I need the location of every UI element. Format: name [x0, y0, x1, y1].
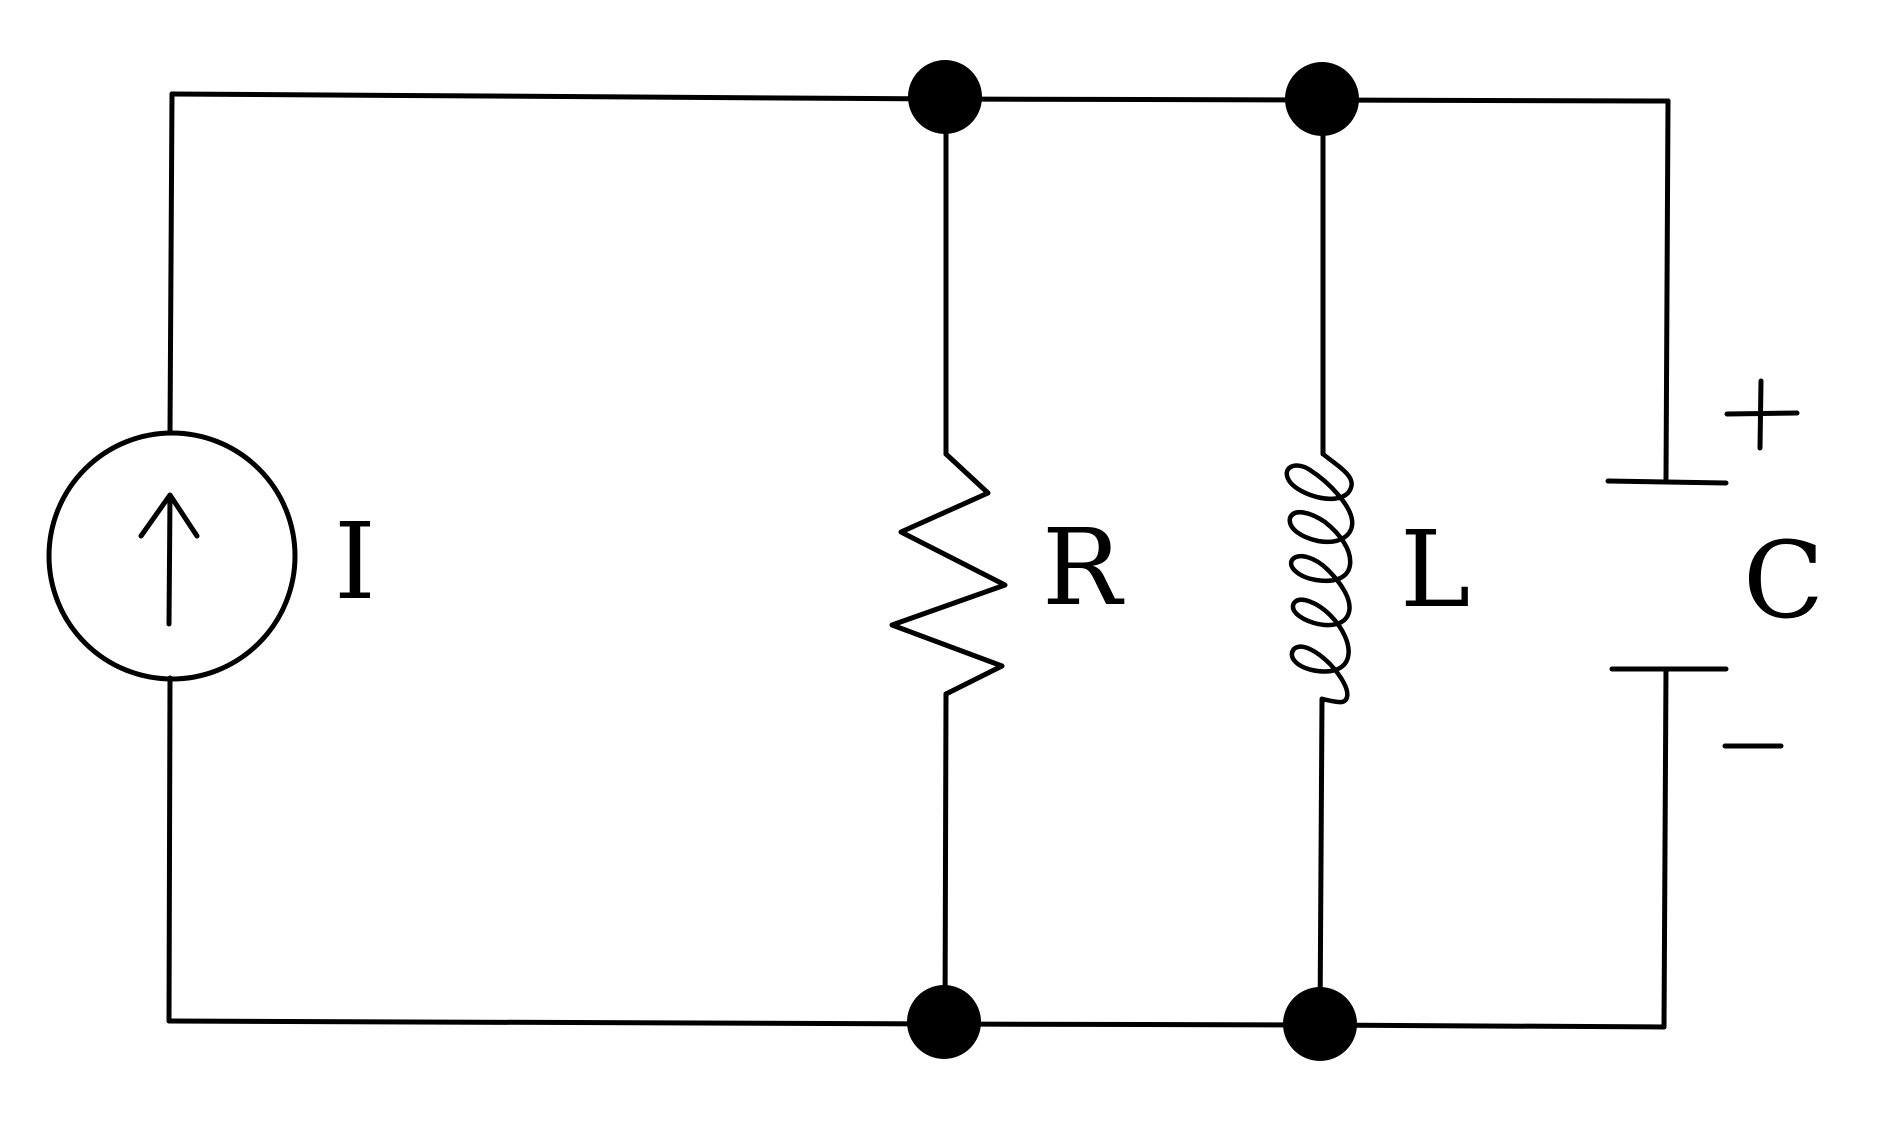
current-source — [46, 430, 298, 682]
plus-sign — [1724, 378, 1800, 451]
node-top-inductor — [1285, 62, 1359, 136]
label-current-source: I — [334, 500, 376, 623]
wire-capacitor-upper — [1663, 98, 1671, 484]
current-source-circle — [46, 430, 298, 682]
wire-inductor-lower — [1317, 696, 1325, 1028]
wire-bottom — [166, 1018, 1667, 1030]
resistor-zigzag — [889, 451, 1008, 697]
label-capacitor: C — [1743, 519, 1824, 642]
wire-capacitor-lower — [1661, 666, 1669, 1030]
node-bottom-inductor — [1283, 987, 1357, 1061]
wire-resistor-lower — [942, 691, 949, 1027]
arrow-up-icon — [138, 492, 200, 627]
label-resistor: R — [1042, 506, 1125, 629]
inductor-coil — [1284, 451, 1355, 705]
node-top-resistor — [908, 60, 982, 134]
capacitor-plate-top — [1605, 478, 1729, 486]
label-inductor: L — [1400, 508, 1470, 631]
wire-top — [169, 91, 1671, 104]
wire-left-upper — [167, 91, 175, 435]
node-bottom-resistor — [907, 985, 981, 1059]
wire-left-lower — [166, 675, 173, 1024]
